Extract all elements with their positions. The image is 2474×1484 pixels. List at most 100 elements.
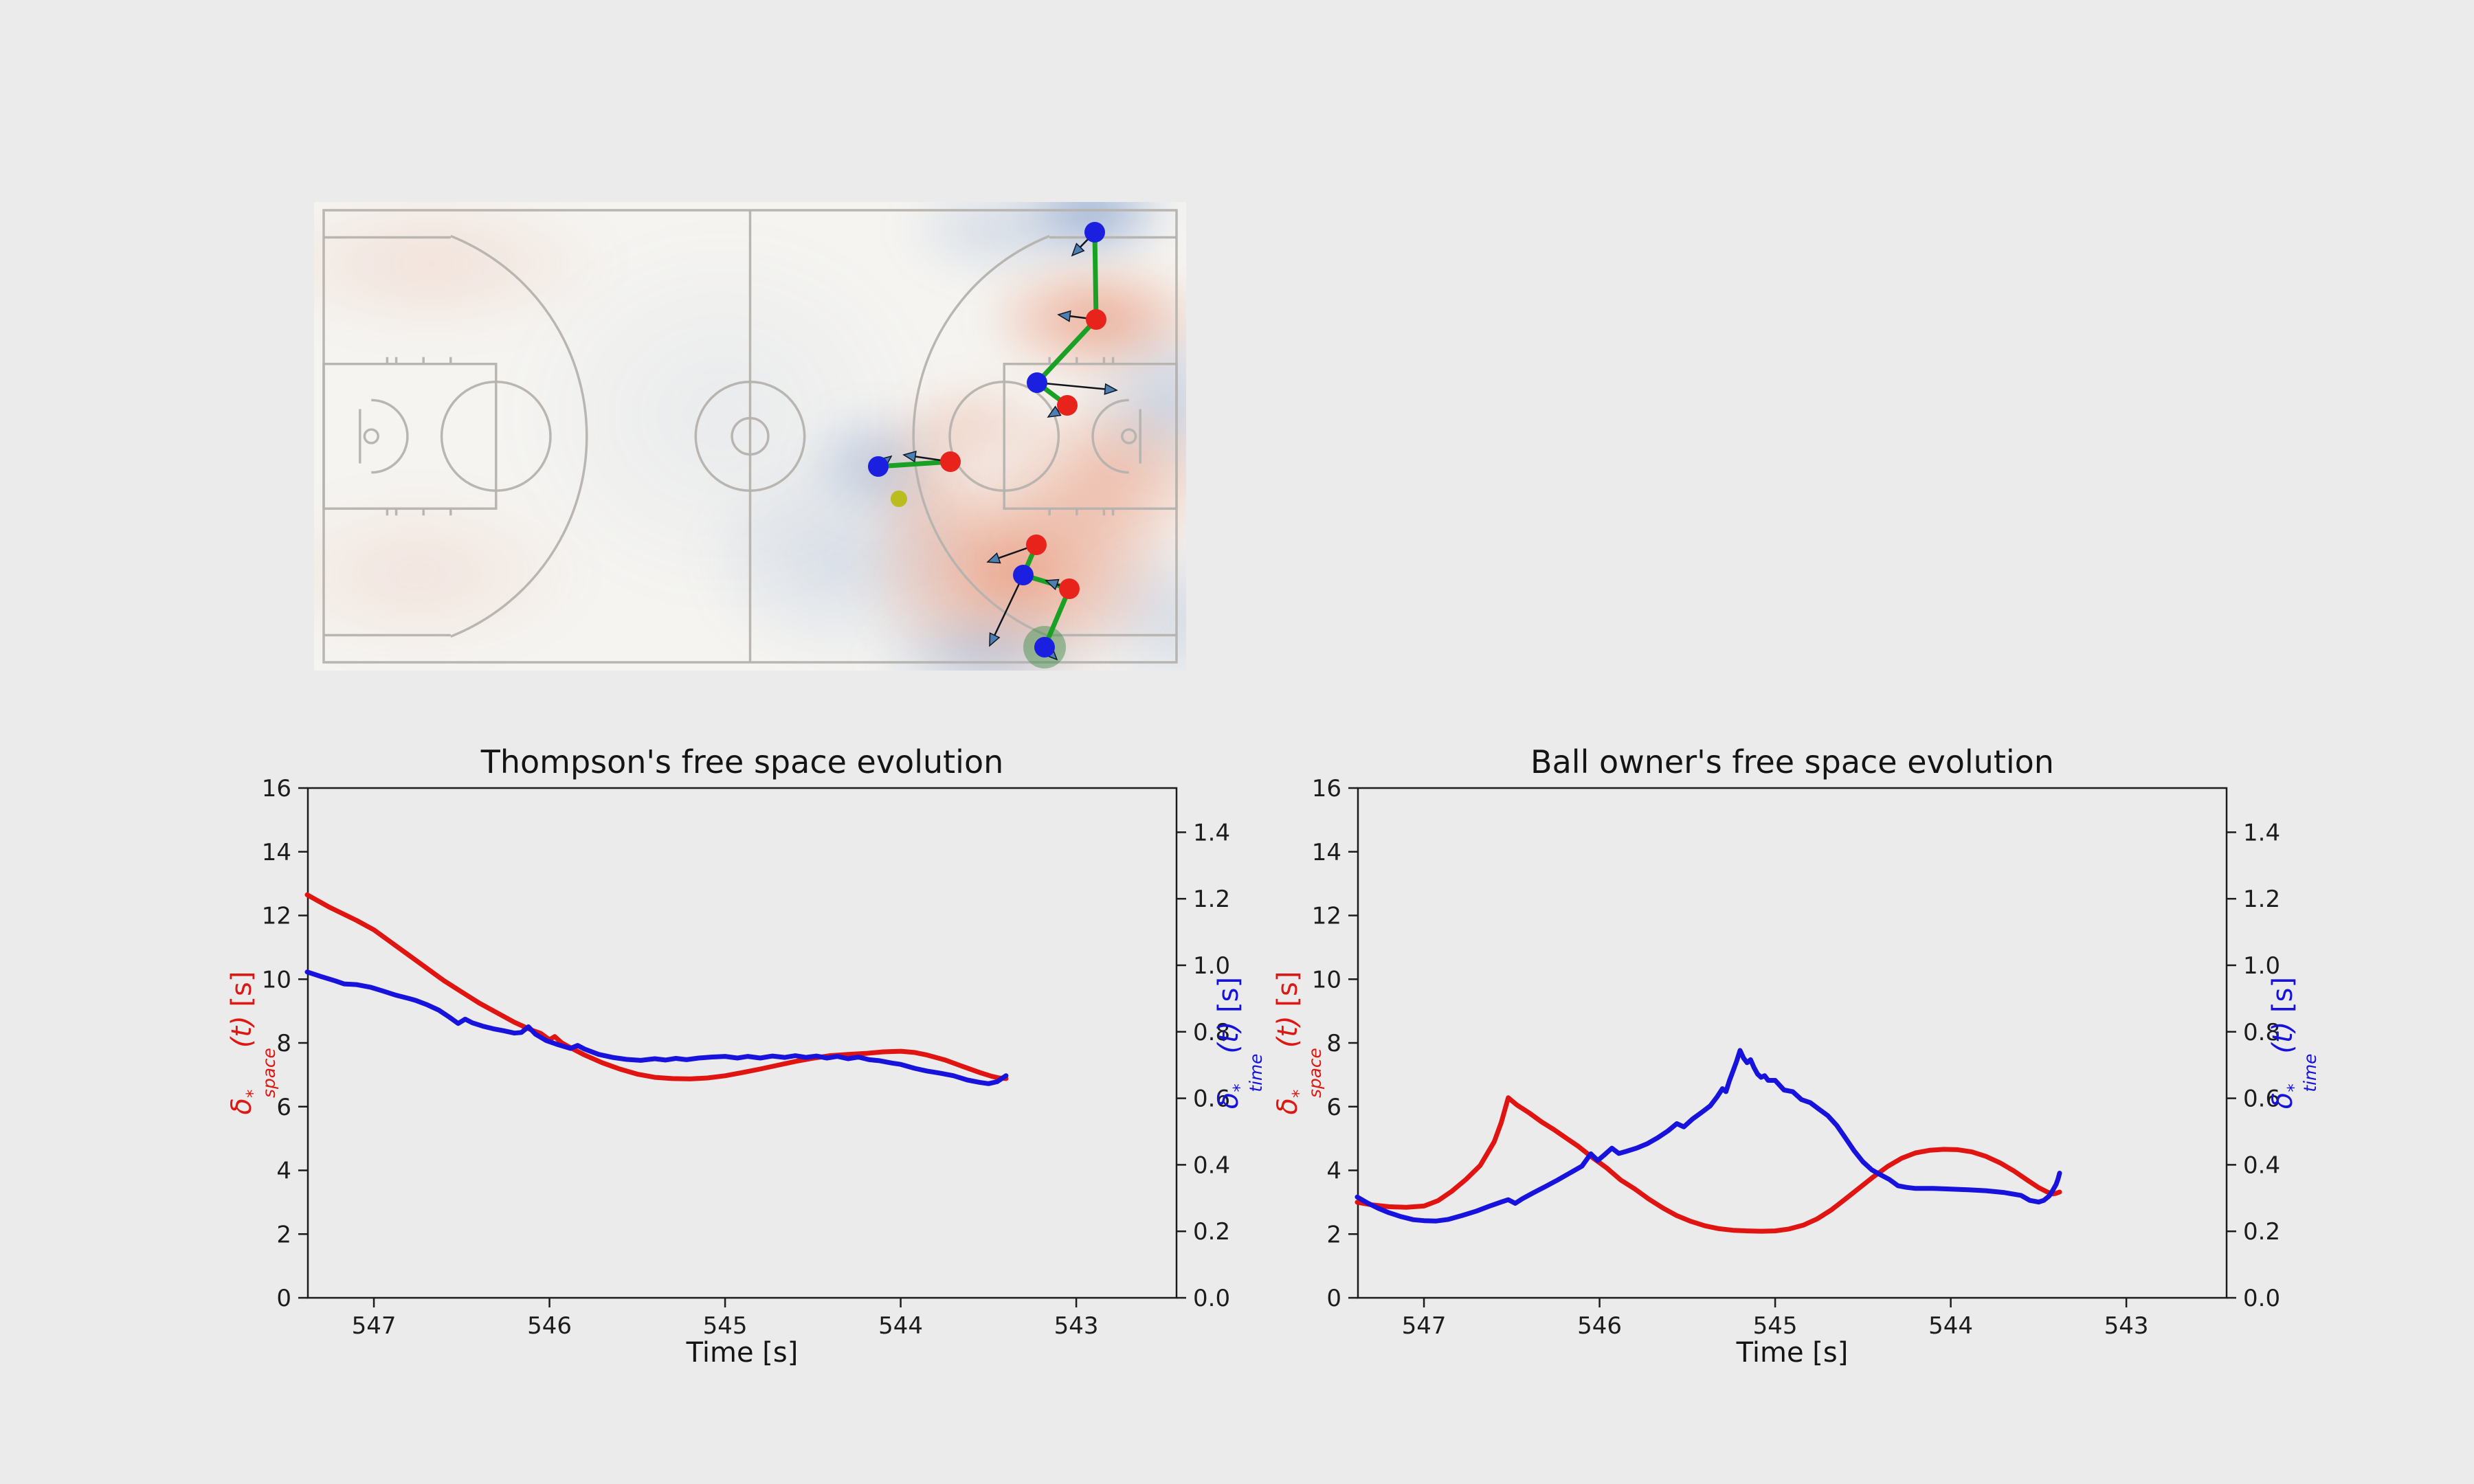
- y-right-tick-label: 1.0: [1193, 952, 1230, 980]
- sub-space: space: [1304, 1048, 1325, 1098]
- y-right-tick-label: 1.0: [2243, 952, 2280, 980]
- y-left-tick-label: 16: [1312, 775, 1341, 802]
- y-left-tick-label: 4: [276, 1158, 291, 1185]
- heatmap-blob-cool: [495, 216, 948, 614]
- player-marker-attack: [1026, 535, 1047, 555]
- sub-time: time: [1245, 1053, 1266, 1092]
- delta_space-line: [1355, 1095, 2062, 1234]
- x-tick-label: 545: [703, 1312, 748, 1340]
- y-right-tick-label: 0.2: [2243, 1218, 2280, 1246]
- x-tick-label: 545: [1753, 1312, 1798, 1340]
- heatmap-blob-warm: [314, 202, 630, 343]
- delta-symbol: δ: [1212, 1092, 1245, 1110]
- x-tick-label: 547: [1402, 1312, 1447, 1340]
- player-marker-defense: [1034, 637, 1055, 657]
- x-axis-label-thompson: Time [s]: [686, 1337, 799, 1369]
- heatmap-blob-warm: [897, 374, 1055, 477]
- y-left-tick-label: 14: [1312, 839, 1341, 866]
- player-marker-defense: [1084, 222, 1105, 243]
- y-right-tick-label: 0.8: [2243, 1019, 2280, 1046]
- y-left-tick-label: 12: [1312, 903, 1341, 930]
- player-marker-attack: [1059, 578, 1080, 599]
- velocity-arrow-head: [902, 451, 917, 463]
- velocity-arrow-shaft: [1036, 381, 1106, 390]
- y-left-tick-label: 10: [262, 966, 291, 993]
- y-left-tick-label: 6: [276, 1094, 291, 1121]
- y-left-tick-label: 0: [276, 1285, 291, 1312]
- player-marker-defense: [1013, 565, 1034, 585]
- x-tick-label: 546: [527, 1312, 572, 1340]
- t-arg: (t): [225, 1015, 258, 1048]
- velocity-arrow-head: [1045, 578, 1060, 591]
- t-arg: (t): [2266, 1021, 2299, 1054]
- y-right-tick-label: 1.4: [1193, 819, 1230, 846]
- x-tick-label: 547: [352, 1312, 397, 1340]
- unit-seconds: [s]: [2266, 976, 2299, 1022]
- delta_time-line: [1355, 1048, 2062, 1224]
- t-arg: (t): [1271, 1015, 1304, 1048]
- player-marker-attack: [1086, 309, 1106, 330]
- velocity-arrow-head: [1104, 383, 1118, 395]
- x-tick-label: 543: [1054, 1312, 1099, 1340]
- y-left-tick-label: 16: [262, 775, 291, 802]
- delta_space-line: [304, 892, 1009, 1081]
- t-arg: (t): [1212, 1021, 1245, 1054]
- chart-title-ball-owner: Ball owner's free space evolution: [1530, 743, 2054, 780]
- ball-marker: [891, 491, 907, 507]
- y-right-tick-label: 0.2: [1193, 1218, 1230, 1246]
- player-marker-defense: [868, 456, 889, 477]
- delta-symbol: δ: [1271, 1097, 1304, 1115]
- velocity-arrow-head: [1071, 243, 1085, 257]
- velocity-arrow-head: [986, 552, 1001, 564]
- player-marker-attack: [940, 451, 961, 472]
- x-tick-label: 544: [878, 1312, 923, 1340]
- y-left-tick-label: 2: [1326, 1221, 1341, 1248]
- delta-symbol: δ: [225, 1097, 258, 1115]
- y-right-tick-label: 1.2: [1193, 886, 1230, 913]
- y-right-tick-label: 0.4: [1193, 1151, 1230, 1179]
- velocity-arrow-shaft: [994, 574, 1025, 636]
- plot-frame: [307, 787, 1178, 1299]
- velocity-arrow-head: [1057, 310, 1071, 322]
- chart-title-thompson: Thompson's free space evolution: [480, 743, 1004, 780]
- delta-symbol: δ: [2266, 1092, 2299, 1110]
- y-right-tick-label: 0.6: [1193, 1086, 1230, 1113]
- pass-link: [1042, 586, 1072, 650]
- delta_time-line: [304, 969, 1009, 1086]
- plot-frame: [1357, 787, 2228, 1299]
- x-tick-label: 543: [2104, 1312, 2149, 1340]
- y-right-tick-label: 0.0: [2243, 1285, 2280, 1312]
- x-tick-label: 546: [1577, 1312, 1622, 1340]
- y-left-tick-label: 2: [276, 1221, 291, 1248]
- velocity-arrow-head: [989, 632, 1001, 647]
- y-axis-label-delta-time-right-chart: δ * time (t) [s]: [2266, 976, 2320, 1110]
- chart-thompson: 547 546 545 544 543 0 2 4 6 8 10 12 14 16 0.0 0.2 0.4 0.6…: [262, 775, 1230, 1340]
- y-axis-label-delta-space-left: δ * space (t) [s]: [225, 971, 279, 1115]
- y-axis-label-delta-time-left-chart: δ * time (t) [s]: [1212, 977, 1266, 1110]
- player-marker-attack: [1057, 395, 1078, 416]
- y-left-tick-label: 4: [1326, 1158, 1341, 1185]
- heatmap-blob-warm: [993, 381, 1186, 567]
- court-panel: [314, 202, 1186, 671]
- velocity-arrow-head: [1047, 405, 1062, 418]
- pass-link: [1092, 229, 1099, 322]
- y-right-tick-label: 1.4: [2243, 819, 2280, 846]
- player-marker-defense: [1027, 372, 1047, 393]
- chart-ball_owner: 547 546 545 544 543 0 2 4 6 8 10 12 14 16 0.0 0.2 0.4 0.6…: [1312, 775, 2280, 1340]
- x-axis-label-ball-owner: Time [s]: [1736, 1337, 1849, 1369]
- y-left-tick-label: 8: [1326, 1030, 1341, 1057]
- unit-seconds: [s]: [225, 971, 258, 1016]
- y-left-tick-label: 14: [262, 839, 291, 866]
- y-left-tick-label: 10: [1312, 966, 1341, 993]
- heatmap-blob-warm: [856, 395, 986, 567]
- y-right-tick-label: 0.8: [1193, 1019, 1230, 1046]
- court-players-overlay: [868, 222, 1118, 668]
- y-right-tick-label: 0.6: [2243, 1086, 2280, 1113]
- y-axis-label-delta-space-right-chart: δ * space (t) [s]: [1271, 971, 1325, 1115]
- unit-seconds: [s]: [1271, 971, 1304, 1016]
- y-left-tick-label: 6: [1326, 1094, 1341, 1121]
- x-tick-label: 544: [1928, 1312, 1973, 1340]
- heatmap-blob-cool: [691, 446, 986, 671]
